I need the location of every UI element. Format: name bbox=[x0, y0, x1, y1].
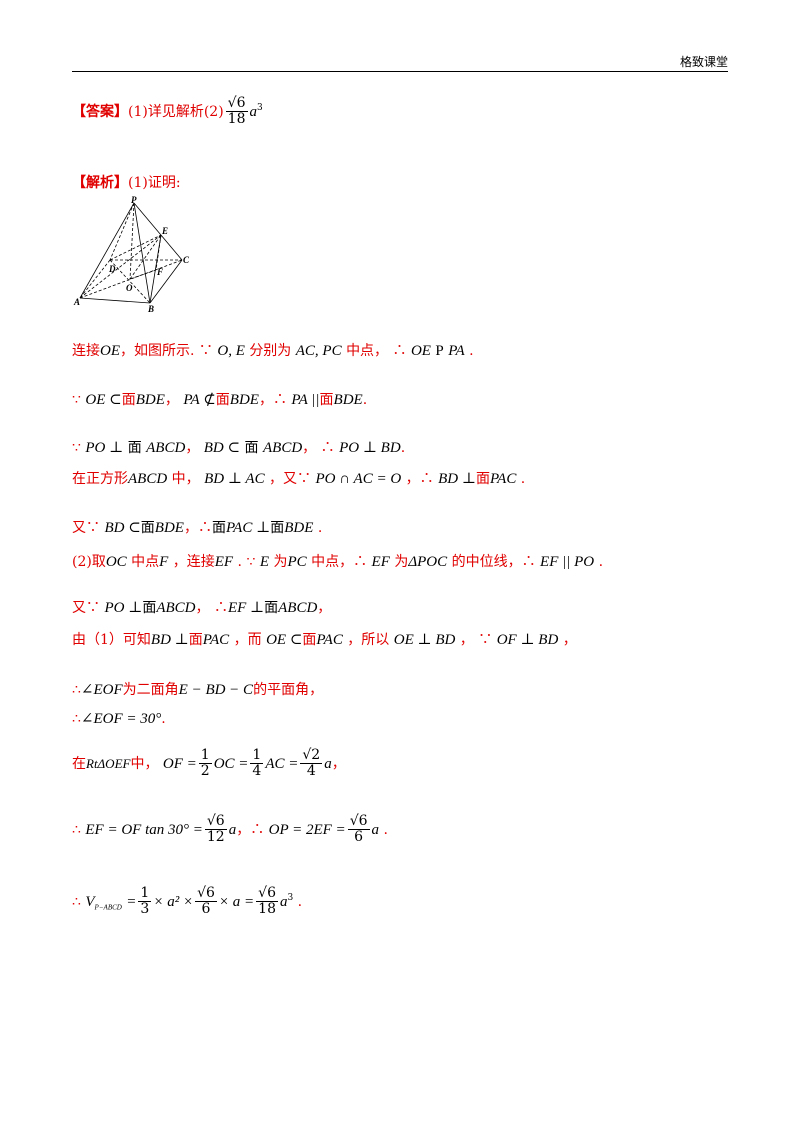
proof-line-7: 又∵ PO ⊥面ABCD， ∴EF ⊥面ABCD， bbox=[72, 600, 332, 616]
label-D: D bbox=[108, 264, 116, 274]
proof-line-2: ∵ OE ⊂面BDE， PA ⊄面BDE，∴ PA ||面BDE. bbox=[72, 392, 368, 408]
proof-line-4: 在正方形ABCD 中， BD ⊥ AC ，又∵ PO ∩ AC = O ，∴ B… bbox=[72, 471, 526, 487]
proof-line-10: ∴∠EOF = 30°. bbox=[72, 711, 166, 727]
label-B: B bbox=[147, 304, 154, 314]
label-E: E bbox=[161, 226, 168, 236]
answer-fraction: √6 18 bbox=[225, 95, 248, 128]
proof-line-9: ∴∠EOF为二面角E − BD − C的平面角， bbox=[72, 682, 324, 698]
fraction: √2 4 bbox=[300, 747, 323, 780]
answer-line: 【答案】(1)详见解析(2) √6 18 a3 bbox=[72, 95, 263, 128]
proof-line-1: 连接OE，如图所示. ∵ O, E 分别为 AC, PC 中点， ∴ OE P … bbox=[72, 343, 474, 359]
label-C: C bbox=[183, 255, 190, 265]
page-header: 格致课堂 bbox=[72, 55, 728, 72]
proof-line-11: 在RtΔOEF中， OF = 1 2 OC = 1 4 AC = √2 4 a， bbox=[72, 747, 346, 780]
fraction: √6 6 bbox=[347, 813, 370, 846]
brand-label: 格致课堂 bbox=[679, 55, 728, 69]
proof-line-8: 由（1）可知BD ⊥面PAC ，而 OE ⊂面PAC ，所以 OE ⊥ BD ，… bbox=[72, 632, 577, 648]
proof-line-6: (2)取OC 中点F ，连接EF . ∵ E 为PC 中点，∴ EF 为ΔPOC… bbox=[72, 554, 604, 570]
proof-line-5: 又∵ BD ⊂面BDE，∴面PAC ⊥面BDE . bbox=[72, 520, 323, 536]
fraction: √6 18 bbox=[256, 885, 278, 918]
pyramid-figure: P E D C F O A B bbox=[73, 195, 190, 314]
label-A: A bbox=[73, 297, 80, 307]
label-O: O bbox=[126, 283, 133, 293]
proof-line-3: ∵ PO ⊥ 面 ABCD， BD ⊂ 面 ABCD， ∴ PO ⊥ BD. bbox=[72, 440, 406, 456]
fraction: √6 12 bbox=[204, 813, 227, 846]
proof-line-12: ∴ EF = OF tan 30° = √6 12 a，∴ OP = 2EF = √6 6… bbox=[72, 813, 388, 846]
proof-line-13: ∴ VP−ABCD = 1 3 × a² × √6 6 × a = √6 18 a3 . bbox=[72, 885, 303, 918]
analysis-line: 【解析】(1)证明: bbox=[72, 175, 181, 191]
label-P: P bbox=[131, 195, 137, 205]
label-F: F bbox=[156, 267, 163, 277]
fraction: √6 6 bbox=[195, 885, 217, 918]
